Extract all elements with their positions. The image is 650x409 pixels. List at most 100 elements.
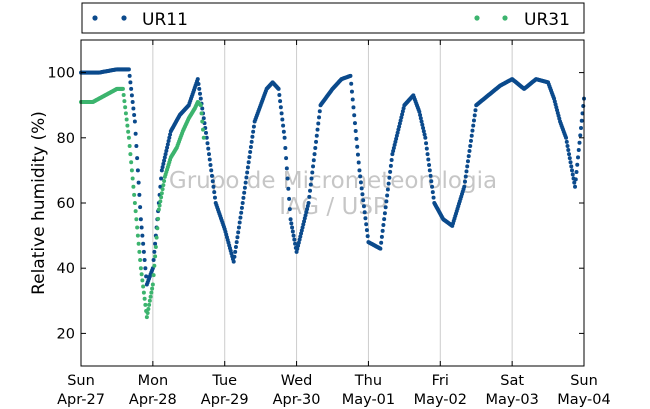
data-point-ur11 — [240, 201, 245, 205]
data-point-ur11 — [236, 225, 241, 230]
data-point-ur11 — [163, 152, 168, 157]
data-point-ur11 — [197, 86, 202, 91]
data-point-ur11 — [314, 133, 319, 138]
data-point-ur31 — [150, 282, 155, 287]
data-point-ur11 — [380, 228, 385, 233]
data-point-ur11 — [142, 258, 147, 263]
data-point-ur11 — [126, 67, 131, 72]
data-point-ur31 — [121, 93, 126, 98]
data-point-ur31 — [200, 119, 205, 124]
data-point-ur11 — [348, 73, 353, 78]
data-point-ur11 — [473, 108, 478, 113]
data-point-ur11 — [160, 165, 165, 170]
data-point-ur11 — [233, 245, 238, 250]
data-point-ur11 — [278, 105, 283, 110]
data-point-ur11 — [132, 119, 137, 124]
data-point-ur11 — [356, 160, 361, 165]
data-point-ur11 — [299, 231, 304, 236]
data-point-ur11 — [231, 259, 236, 264]
data-point-ur11 — [243, 180, 248, 185]
data-point-ur31 — [130, 176, 135, 181]
data-point-ur11 — [159, 176, 164, 181]
data-point-ur11 — [301, 222, 306, 227]
y-tick-label: 100 — [47, 66, 75, 82]
data-point-ur11 — [388, 163, 393, 168]
data-point-ur31 — [148, 294, 153, 299]
data-point-ur11 — [291, 233, 296, 238]
data-point-ur11 — [208, 162, 213, 167]
data-point-ur11 — [313, 145, 318, 150]
data-point-ur31 — [126, 135, 131, 140]
data-point-ur11 — [350, 97, 355, 102]
data-point-ur11 — [251, 129, 256, 134]
legend-marker-ur11 — [121, 15, 127, 21]
data-point-ur11 — [421, 126, 426, 131]
data-point-ur11 — [576, 155, 581, 160]
data-point-ur11 — [317, 109, 322, 114]
data-point-ur11 — [204, 135, 209, 140]
data-point-ur11 — [306, 201, 311, 205]
data-point-ur31 — [143, 302, 148, 307]
data-point-ur11 — [576, 148, 581, 153]
data-point-ur31 — [159, 191, 164, 196]
data-point-ur11 — [379, 240, 384, 245]
data-point-ur11 — [244, 175, 249, 180]
data-point-ur11 — [423, 135, 428, 140]
data-point-ur11 — [384, 199, 389, 204]
data-point-ur11 — [464, 169, 469, 174]
data-point-ur31 — [123, 111, 128, 116]
legend-marker-ur31 — [474, 15, 480, 21]
data-point-ur11 — [276, 86, 281, 91]
data-point-ur11 — [298, 234, 303, 239]
data-point-ur11 — [207, 152, 211, 157]
data-point-ur31 — [132, 201, 137, 205]
data-point-ur31 — [129, 168, 134, 173]
data-point-ur11 — [285, 176, 290, 181]
data-point-ur11 — [166, 139, 171, 144]
data-point-ur31 — [137, 249, 142, 254]
data-point-ur11 — [572, 180, 577, 185]
data-point-ur11 — [355, 152, 360, 157]
data-point-ur31 — [140, 278, 145, 283]
data-point-ur11 — [282, 135, 287, 140]
data-point-ur11 — [352, 113, 357, 118]
data-point-ur11 — [141, 241, 146, 246]
data-point-ur11 — [394, 133, 399, 138]
data-point-ur11 — [130, 99, 135, 104]
data-point-ur11 — [249, 139, 254, 144]
data-point-ur11 — [472, 113, 477, 118]
data-point-ur31 — [122, 99, 127, 104]
data-point-ur11 — [430, 190, 435, 195]
data-point-ur11 — [293, 241, 298, 246]
data-point-ur11 — [578, 133, 583, 138]
data-point-ur11 — [210, 179, 215, 184]
data-point-ur11 — [378, 246, 383, 251]
data-point-ur11 — [127, 73, 132, 78]
legend: UR11 UR31 — [81, 2, 585, 34]
data-point-ur11 — [425, 152, 430, 157]
data-point-ur11 — [144, 274, 149, 279]
x-tick-label-date: Apr-28 — [129, 392, 177, 408]
data-point-ur31 — [138, 266, 143, 271]
data-point-ur11 — [237, 220, 242, 225]
data-point-ur11 — [284, 166, 289, 171]
data-point-ur11 — [232, 254, 237, 259]
data-point-ur11 — [311, 164, 316, 169]
data-point-ur11 — [463, 174, 468, 179]
data-point-ur11 — [233, 249, 238, 254]
data-point-ur31 — [158, 199, 163, 204]
data-point-ur11 — [357, 168, 362, 173]
data-point-ur11 — [296, 240, 301, 245]
data-point-ur11 — [579, 126, 584, 131]
data-point-ur11 — [286, 186, 291, 191]
y-axis-title: Relative humidity (%) — [29, 111, 49, 295]
data-point-ur11 — [287, 196, 292, 201]
data-point-ur11 — [209, 173, 214, 178]
data-point-ur31 — [159, 195, 164, 200]
data-point-ur11 — [564, 135, 569, 140]
x-tick-label-day: Tue — [211, 373, 237, 389]
data-point-ur11 — [570, 172, 575, 177]
data-point-ur11 — [201, 116, 206, 121]
data-point-ur11 — [137, 192, 142, 197]
data-point-ur11 — [420, 122, 425, 127]
